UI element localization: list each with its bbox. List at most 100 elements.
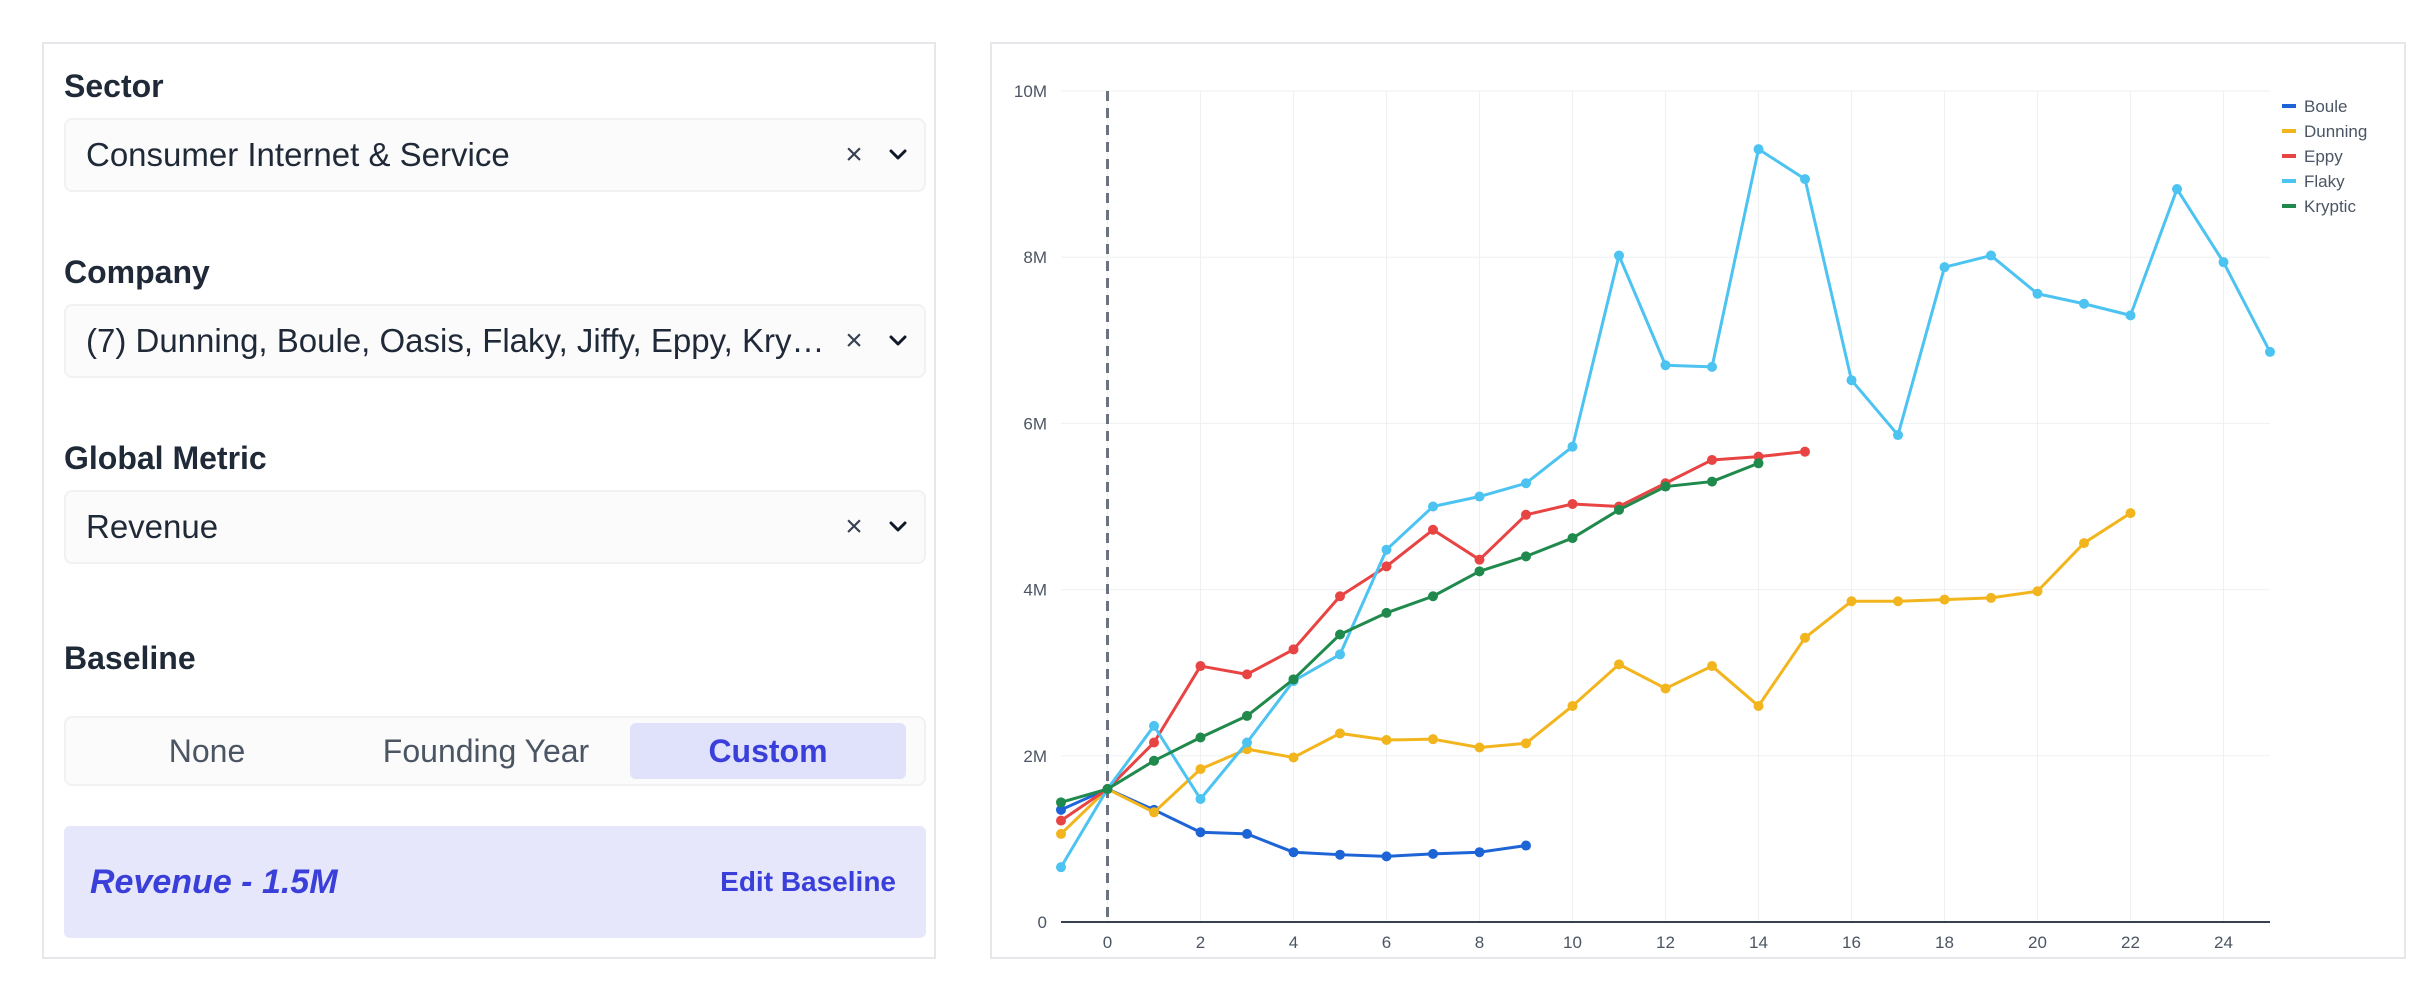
baseline-option-none[interactable]: None: [168, 732, 246, 769]
data-point[interactable]: [1381, 561, 1392, 572]
data-point[interactable]: [1428, 524, 1438, 535]
data-point[interactable]: [1288, 847, 1299, 858]
legend-item-kryptic[interactable]: Kryptic: [2282, 197, 2356, 216]
data-point[interactable]: [1800, 174, 1810, 185]
data-point[interactable]: [1567, 441, 1578, 452]
baseline-option-custom[interactable]: Custom: [630, 723, 906, 779]
data-point[interactable]: [1381, 607, 1392, 618]
data-point[interactable]: [1521, 738, 1531, 749]
data-point[interactable]: [1800, 446, 1810, 457]
company-clear-icon[interactable]: ×: [845, 324, 863, 357]
data-point[interactable]: [2125, 508, 2136, 519]
series-flaky[interactable]: [1056, 144, 2275, 873]
data-point[interactable]: [1567, 533, 1578, 544]
data-point[interactable]: [1939, 594, 1950, 605]
baseline-option-founding-year[interactable]: Founding Year: [382, 732, 590, 769]
legend-item-flaky[interactable]: Flaky: [2282, 172, 2345, 191]
edit-baseline-button[interactable]: Edit Baseline: [720, 866, 896, 897]
sector-clear-icon[interactable]: ×: [845, 138, 863, 171]
data-point[interactable]: [1521, 840, 1531, 851]
data-point[interactable]: [1521, 551, 1531, 562]
data-point[interactable]: [2218, 257, 2229, 268]
data-point[interactable]: [1614, 250, 1624, 261]
data-point[interactable]: [1707, 454, 1717, 465]
data-point[interactable]: [1986, 592, 1996, 603]
legend-item-dunning[interactable]: Dunning: [2282, 122, 2367, 141]
data-point[interactable]: [1986, 250, 1996, 261]
data-point[interactable]: [1381, 735, 1392, 746]
data-point[interactable]: [1149, 737, 1159, 748]
data-point[interactable]: [1335, 849, 1345, 860]
data-point[interactable]: [2125, 310, 2136, 321]
data-point[interactable]: [1893, 596, 1903, 607]
data-point[interactable]: [1195, 794, 1206, 805]
data-point[interactable]: [1428, 848, 1438, 859]
data-point[interactable]: [1614, 504, 1624, 515]
data-point[interactable]: [1242, 828, 1252, 839]
data-point[interactable]: [1056, 804, 1066, 815]
data-point[interactable]: [1474, 847, 1485, 858]
data-point[interactable]: [1707, 661, 1717, 672]
data-point[interactable]: [1242, 737, 1252, 748]
data-point[interactable]: [2265, 346, 2275, 357]
data-point[interactable]: [1567, 499, 1578, 510]
metric-chevron-down-icon[interactable]: [872, 521, 924, 533]
data-point[interactable]: [1149, 807, 1159, 818]
data-point[interactable]: [1939, 262, 1950, 273]
data-point[interactable]: [1195, 764, 1206, 775]
data-point[interactable]: [1149, 755, 1159, 766]
series-kryptic[interactable]: [1056, 458, 1764, 808]
data-point[interactable]: [1149, 720, 1159, 731]
data-point[interactable]: [1753, 700, 1764, 711]
data-point[interactable]: [1195, 827, 1206, 838]
data-point[interactable]: [1381, 851, 1392, 862]
data-point[interactable]: [1102, 784, 1113, 795]
data-point[interactable]: [1893, 430, 1903, 441]
data-point[interactable]: [1056, 862, 1066, 873]
data-point[interactable]: [2032, 586, 2043, 597]
data-point[interactable]: [1753, 458, 1764, 469]
company-chevron-down-icon[interactable]: [872, 335, 924, 347]
data-point[interactable]: [1335, 728, 1345, 739]
data-point[interactable]: [1567, 700, 1578, 711]
data-point[interactable]: [1707, 361, 1717, 372]
data-point[interactable]: [1428, 501, 1438, 512]
data-point[interactable]: [1521, 509, 1531, 520]
data-point[interactable]: [1614, 659, 1624, 670]
data-point[interactable]: [1056, 815, 1066, 826]
metric-select[interactable]: Revenue ×: [64, 490, 926, 564]
data-point[interactable]: [1660, 360, 1671, 371]
data-point[interactable]: [1195, 661, 1206, 672]
data-point[interactable]: [1288, 674, 1299, 685]
data-point[interactable]: [1056, 797, 1066, 808]
sector-chevron-down-icon[interactable]: [872, 149, 924, 161]
data-point[interactable]: [1707, 476, 1717, 487]
data-point[interactable]: [1428, 734, 1438, 745]
legend-item-boule[interactable]: Boule: [2282, 97, 2347, 116]
data-point[interactable]: [1800, 632, 1810, 643]
sector-select[interactable]: Consumer Internet & Service ×: [64, 118, 926, 192]
data-point[interactable]: [2079, 298, 2089, 309]
data-point[interactable]: [2079, 538, 2089, 549]
data-point[interactable]: [1381, 544, 1392, 555]
data-point[interactable]: [2172, 184, 2182, 195]
data-point[interactable]: [1846, 375, 1857, 386]
data-point[interactable]: [1474, 554, 1485, 565]
data-point[interactable]: [2032, 288, 2043, 299]
data-point[interactable]: [1474, 742, 1485, 753]
data-point[interactable]: [1195, 732, 1206, 743]
data-point[interactable]: [1660, 481, 1671, 492]
data-point[interactable]: [1846, 596, 1857, 607]
data-point[interactable]: [1428, 591, 1438, 602]
data-point[interactable]: [1660, 683, 1671, 694]
legend-item-eppy[interactable]: Eppy: [2282, 147, 2343, 166]
legend[interactable]: Boule Dunning Eppy Flaky Kryptic: [2282, 97, 2367, 216]
metric-clear-icon[interactable]: ×: [845, 510, 863, 543]
data-point[interactable]: [1242, 710, 1252, 721]
data-point[interactable]: [1056, 828, 1066, 839]
company-select[interactable]: (7) Dunning, Boule, Oasis, Flaky, Jiffy,…: [64, 304, 926, 378]
data-point[interactable]: [1335, 649, 1345, 660]
series-dunning[interactable]: [1056, 508, 2136, 839]
data-point[interactable]: [1335, 591, 1345, 602]
data-point[interactable]: [1753, 144, 1764, 155]
